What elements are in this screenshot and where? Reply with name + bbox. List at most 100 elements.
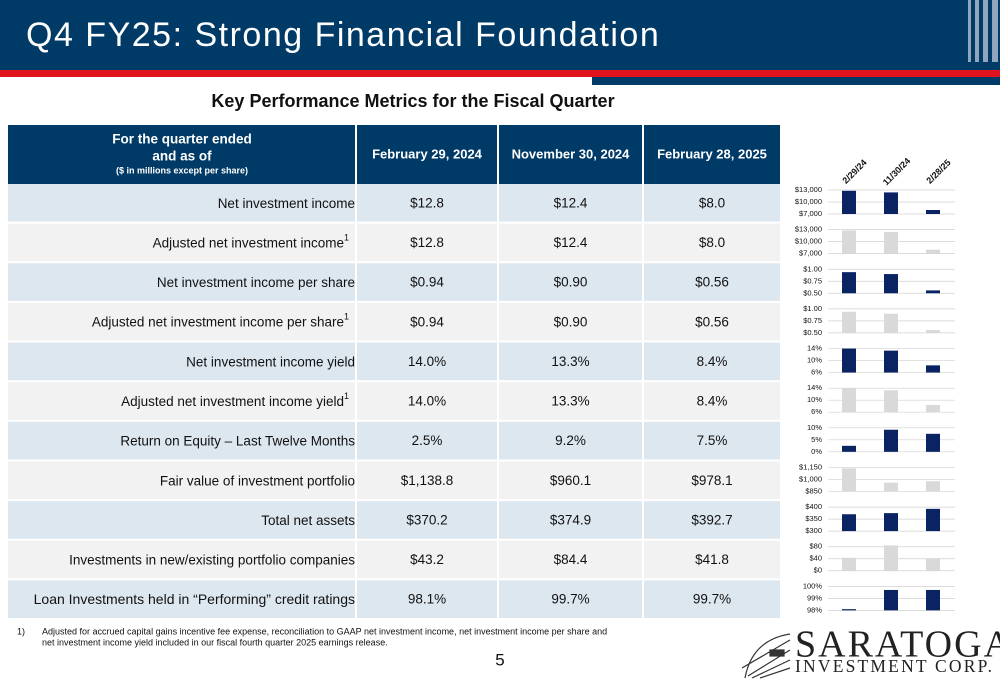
cell-background (499, 223, 642, 262)
y-tick-label: 14% (807, 383, 822, 392)
bar (884, 545, 898, 571)
y-tick-label: 10% (807, 395, 822, 404)
row-label: Adjusted net investment income yield1 (121, 391, 349, 408)
bar (842, 272, 856, 294)
bar (926, 433, 940, 452)
cell-background (357, 382, 497, 420)
cell-background (499, 382, 642, 420)
y-tick-label: $0 (814, 566, 822, 575)
cell-background (499, 184, 642, 222)
row-label: Return on Equity – Last Twelve Months (120, 433, 355, 448)
y-tick-label: $300 (805, 526, 822, 535)
cell-value: 8.4% (697, 354, 728, 369)
header-bar (0, 0, 1000, 70)
bar (842, 190, 856, 214)
cell-background (644, 382, 780, 420)
y-tick-label: $350 (805, 514, 822, 523)
cell-value: $12.8 (410, 195, 444, 210)
cell-background (499, 342, 642, 381)
header-stripe (992, 0, 998, 62)
blue-stripe (592, 77, 1000, 85)
bar (926, 365, 940, 373)
bar (884, 313, 898, 333)
y-tick-label: $10,000 (795, 197, 822, 206)
subtitle: Key Performance Metrics for the Fiscal Q… (211, 91, 614, 111)
row-label: Net investment income per share (157, 275, 355, 290)
cell-value: $0.90 (554, 314, 588, 329)
row-label-text: Adjusted net investment income yield (121, 394, 344, 409)
cell-background (499, 263, 642, 301)
y-tick-label: 0% (811, 447, 822, 456)
bar (884, 350, 898, 373)
row-background (8, 263, 355, 301)
cell-background (499, 302, 642, 341)
y-tick-label: $0.75 (803, 276, 822, 285)
bar (842, 468, 856, 492)
y-tick-label: 99% (807, 593, 822, 602)
cell-value: $1,138.8 (401, 473, 454, 488)
y-tick-label: $1.00 (803, 304, 822, 313)
row-label-text: Net investment income (218, 195, 355, 210)
cell-value: $0.56 (695, 275, 729, 290)
cell-value: 9.2% (555, 433, 586, 448)
y-tick-label: 98% (807, 605, 822, 614)
y-tick-label: $1.00 (803, 264, 822, 273)
row-background (8, 461, 355, 500)
cell-value: 98.1% (408, 592, 446, 607)
bar (842, 311, 856, 333)
logo-icon (741, 633, 791, 679)
header-corner-note: ($ in millions except per share) (116, 165, 248, 175)
cell-value: 8.4% (697, 394, 728, 409)
red-stripe (0, 70, 1000, 77)
cell-background (357, 342, 497, 381)
y-tick-label: $1,150 (799, 462, 822, 471)
bar (884, 589, 898, 611)
y-tick-label: 6% (811, 368, 822, 377)
bar (926, 330, 940, 333)
cell-value: 13.3% (551, 394, 589, 409)
cell-value: 14.0% (408, 354, 446, 369)
cell-value: $392.7 (691, 512, 732, 527)
cell-background (644, 302, 780, 341)
y-tick-label: $0.50 (803, 328, 822, 337)
row-label-text: Net investment income yield (186, 354, 355, 369)
y-tick-label: 10% (807, 356, 822, 365)
bar (842, 609, 856, 611)
y-tick-label: 5% (811, 435, 822, 444)
y-tick-label: $13,000 (795, 225, 822, 234)
row-background (8, 184, 355, 222)
y-tick-label: $80 (809, 542, 822, 551)
logo-name: SARATOGA (795, 624, 1000, 666)
row-label-text: Total net assets (261, 512, 355, 527)
header-corner: For the quarter ended (112, 132, 252, 147)
cell-value: $0.94 (410, 314, 444, 329)
y-tick-label: $850 (805, 486, 822, 495)
header-stripe (968, 0, 971, 62)
cell-background (644, 580, 780, 618)
y-tick-label: $0.75 (803, 316, 822, 325)
row-label: Investments in new/existing portfolio co… (69, 552, 355, 567)
cell-value: 7.5% (697, 433, 728, 448)
cell-background (357, 223, 497, 262)
cell-value: $84.4 (554, 552, 588, 567)
cell-value: $0.94 (410, 275, 444, 290)
cell-background (357, 461, 497, 500)
row-background (8, 302, 355, 341)
bar (884, 429, 898, 452)
title: Q4 FY25: Strong Financial Foundation (26, 16, 660, 54)
row-label-text: Investments in new/existing portfolio co… (69, 552, 355, 567)
bar (926, 589, 940, 611)
cell-background (499, 540, 642, 579)
row-label-text: Adjusted net investment income per share (92, 314, 344, 329)
bar (884, 390, 898, 413)
row-label: Fair value of investment portfolio (160, 473, 355, 488)
cell-background (357, 184, 497, 222)
y-tick-label: 6% (811, 407, 822, 416)
bar (842, 388, 856, 413)
bar (926, 558, 940, 571)
bar (842, 557, 856, 571)
bar (926, 508, 940, 532)
header-stripe (975, 0, 979, 62)
y-tick-label: $13,000 (795, 185, 822, 194)
